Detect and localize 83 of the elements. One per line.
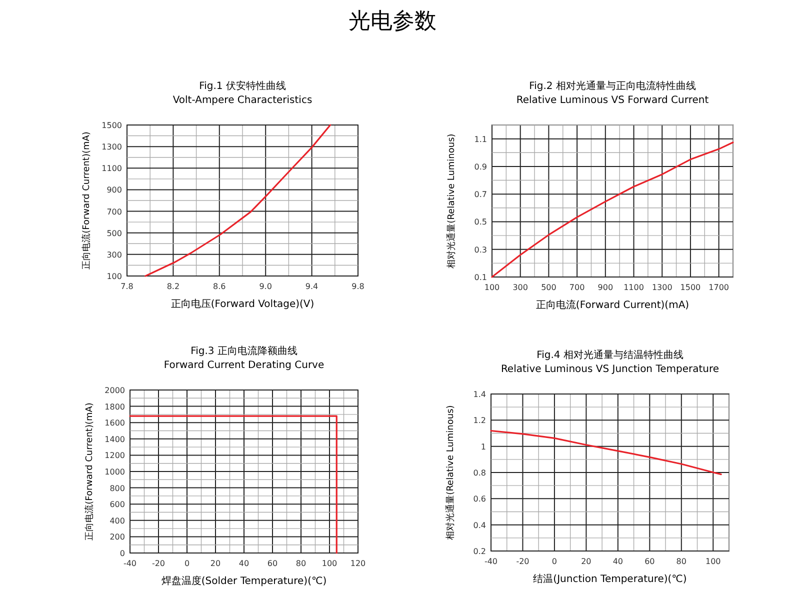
x-tick-label: 40 xyxy=(238,559,250,568)
x-tick-label: 100 xyxy=(322,559,338,568)
y-tick-label: 0.5 xyxy=(474,218,487,227)
x-axis-title: 正向电压(Forward Voltage)(V) xyxy=(170,298,314,310)
x-tick-label: 120 xyxy=(350,559,366,568)
y-tick-label: 1100 xyxy=(102,164,122,174)
y-tick-label: 1300 xyxy=(102,142,122,152)
x-tick-label: 1700 xyxy=(708,283,730,292)
x-tick-label: 9.4 xyxy=(305,282,318,291)
x-tick-label: 900 xyxy=(598,283,614,292)
y-tick-label: 2000 xyxy=(104,386,125,395)
y-axis-title: 相对光通量(Relative Luminous) xyxy=(446,134,457,268)
y-tick-label: 1.4 xyxy=(473,390,486,399)
x-tick-label: 8.2 xyxy=(166,282,180,291)
x-axis-title: 正向电流(Forward Current)(mA) xyxy=(536,299,690,311)
y-tick-label: 300 xyxy=(106,250,122,260)
y-tick-label: 0.4 xyxy=(473,520,486,530)
y-tick-label: 100 xyxy=(106,272,122,281)
x-tick-label: 20 xyxy=(210,559,221,568)
x-tick-label: 100 xyxy=(705,557,721,566)
y-tick-label: 1400 xyxy=(104,434,125,444)
x-tick-label: -20 xyxy=(516,557,530,566)
chart-title: Fig.2 相对光通量与正向电流特性曲线 xyxy=(529,80,696,92)
y-axis-title: 正向电流(Forward Current)(mA) xyxy=(84,402,95,540)
y-tick-label: 0.2 xyxy=(473,547,486,556)
y-axis-title: 相对光通量(Relative Luminous) xyxy=(445,405,456,540)
x-tick-label: 500 xyxy=(541,283,556,292)
y-tick-label: 600 xyxy=(110,500,125,510)
x-tick-label: 100 xyxy=(484,283,500,292)
y-tick-label: 1.1 xyxy=(474,134,487,144)
x-tick-label: 80 xyxy=(296,559,306,568)
x-axis-title: 结温(Junction Temperature)(℃) xyxy=(533,573,687,585)
x-tick-label: 700 xyxy=(569,283,585,292)
chart-subtitle: Relative Luminous VS Forward Current xyxy=(516,95,709,106)
y-tick-label: 0.6 xyxy=(473,494,486,504)
x-tick-label: 0 xyxy=(552,557,558,566)
chart-title: Fig.1 伏安特性曲线 xyxy=(199,80,286,92)
y-tick-label: 0.3 xyxy=(474,245,487,254)
y-axis-title: 正向电流(Forward Current)(mA) xyxy=(81,132,92,270)
x-tick-label: 1500 xyxy=(680,283,701,292)
x-axis-title: 焊盘温度(Solder Temperature)(℃) xyxy=(161,575,327,587)
y-tick-label: 1 xyxy=(480,442,486,452)
y-tick-label: 1200 xyxy=(104,451,125,460)
y-tick-label: 0 xyxy=(120,549,125,558)
y-tick-label: 900 xyxy=(106,186,122,195)
chart-title: Fig.3 正向电流降额曲线 xyxy=(190,345,298,357)
line-series xyxy=(490,430,722,476)
x-tick-label: 1100 xyxy=(624,283,644,292)
x-tick-label: -40 xyxy=(123,559,137,568)
x-tick-label: 300 xyxy=(512,283,528,292)
text: 光电参数 xyxy=(348,9,436,34)
y-tick-label: 1.2 xyxy=(473,416,486,426)
chart-title: Fig.4 相对光通量与结温特性曲线 xyxy=(536,349,684,361)
line-series xyxy=(144,124,332,277)
y-tick-label: 700 xyxy=(106,207,122,216)
y-tick-label: 1600 xyxy=(104,418,125,428)
x-tick-label: 8.6 xyxy=(213,282,226,291)
x-tick-label: 80 xyxy=(676,557,686,566)
x-tick-label: 9.0 xyxy=(259,282,272,291)
chart-subtitle: Forward Current Derating Curve xyxy=(164,360,324,371)
chart-subtitle: Volt-Ampere Characteristics xyxy=(172,95,312,106)
x-tick-label: -20 xyxy=(152,559,166,568)
y-tick-label: 1000 xyxy=(104,468,125,476)
y-tick-label: 1800 xyxy=(104,402,125,412)
y-tick-label: 800 xyxy=(110,484,125,493)
x-tick-label: -40 xyxy=(484,557,498,566)
x-tick-label: 1300 xyxy=(652,283,672,292)
y-tick-label: 0.1 xyxy=(474,273,487,282)
y-tick-label: 0.8 xyxy=(473,468,486,478)
y-tick-label: 500 xyxy=(106,228,122,238)
x-tick-label: 20 xyxy=(581,557,592,566)
y-tick-label: 1500 xyxy=(102,121,122,130)
x-tick-label: 7.8 xyxy=(120,282,134,291)
y-tick-label: 0.9 xyxy=(474,162,487,172)
y-tick-label: 200 xyxy=(110,532,125,542)
x-tick-label: 60 xyxy=(267,559,278,568)
y-tick-label: 0.7 xyxy=(474,190,487,200)
x-tick-label: 60 xyxy=(644,557,655,566)
x-tick-label: 40 xyxy=(612,557,624,566)
x-tick-label: 9.8 xyxy=(352,282,364,291)
y-tick-label: 400 xyxy=(110,516,125,526)
x-tick-label: 0 xyxy=(184,559,190,568)
chart-subtitle: Relative Luminous VS Junction Temperature xyxy=(500,364,720,375)
